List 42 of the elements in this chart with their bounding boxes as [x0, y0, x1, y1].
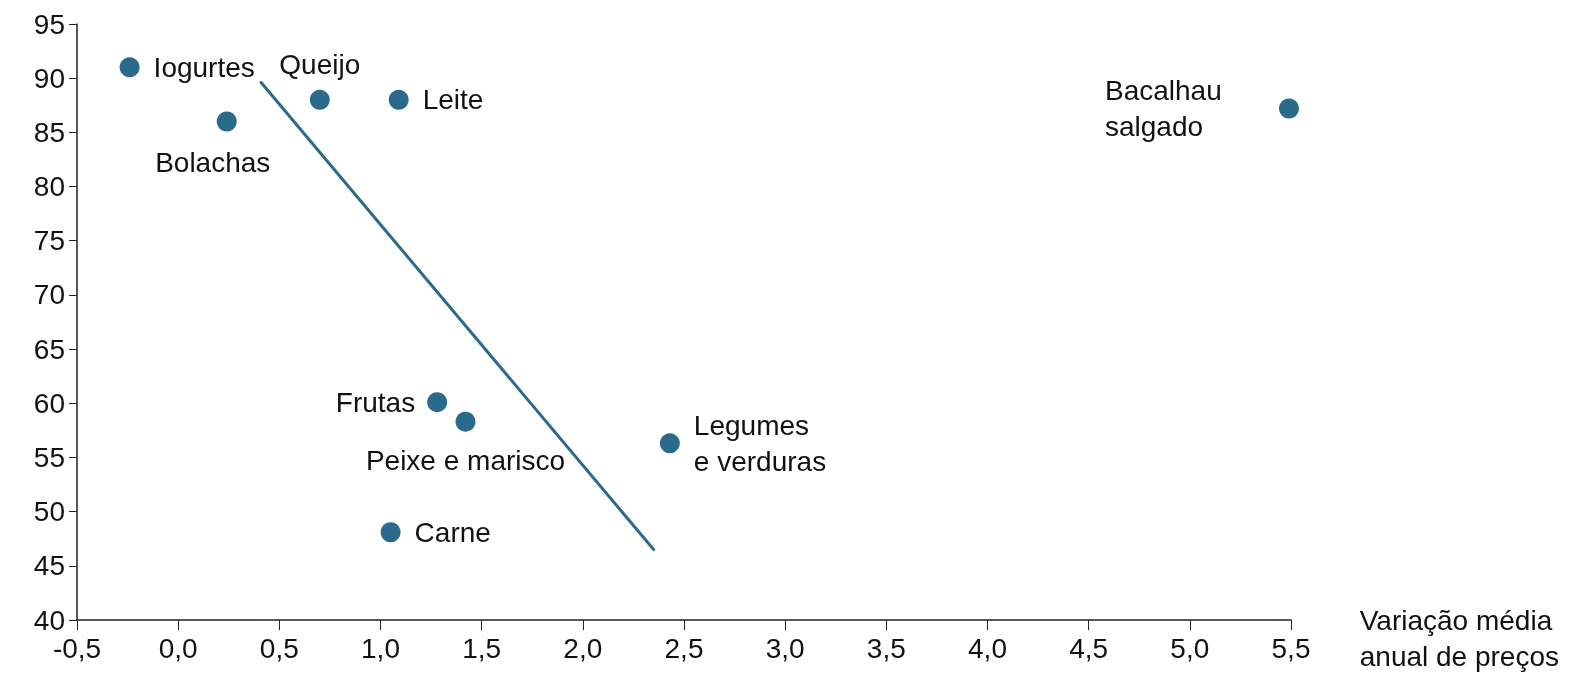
y-tick-label: 95 [33, 8, 65, 40]
x-tick-label: 4,5 [1069, 632, 1109, 664]
point [216, 111, 237, 132]
x-tick-label: 3,5 [866, 632, 906, 664]
y-tick-label: 85 [33, 116, 65, 148]
annotation: Legumes e verduras [693, 409, 827, 477]
y-tick-label: 45 [33, 550, 65, 582]
annotation: Frutas [335, 386, 416, 418]
annotation: Bacalhau salgado [1104, 75, 1222, 143]
point [309, 89, 330, 110]
x-tick-label: 1,5 [462, 632, 502, 664]
x-tick-label: 1,0 [361, 632, 400, 664]
y-tick-label: 90 [33, 62, 65, 94]
annotation: Carne [414, 516, 491, 548]
y-tick-label: 60 [33, 387, 65, 419]
annotation: Iogurtes [153, 51, 255, 83]
point [380, 522, 401, 543]
point [1279, 98, 1299, 119]
x-tick-label: 5,0 [1170, 632, 1210, 664]
y-tick-label: 50 [33, 496, 65, 528]
y-tick-label: 55 [33, 441, 65, 473]
x-tick-label: 0,5 [259, 632, 299, 664]
point [388, 89, 409, 110]
y-tick-label: 75 [33, 225, 65, 257]
x-tick-label: 5,5 [1271, 632, 1311, 664]
x-tick-label: 0,0 [158, 632, 198, 664]
y-tick-label: 70 [33, 279, 65, 311]
x-tick-label: 4,0 [968, 632, 1007, 664]
point [427, 392, 448, 413]
y-tick-label: 65 [33, 333, 65, 365]
annotation: Peixe e marisco [365, 445, 566, 477]
point [455, 411, 476, 432]
y-tick-label: 80 [33, 171, 65, 203]
point [119, 57, 140, 78]
annotation: Queijo [279, 49, 361, 81]
x-tick-label: 3,0 [765, 632, 805, 664]
annotation: Bolachas [155, 147, 271, 179]
point [659, 433, 680, 454]
x-tick-label: 2,0 [563, 632, 603, 664]
annotation: Leite [422, 84, 484, 116]
x-axis-title: Variação média anual de preços [1359, 604, 1560, 672]
x-tick-label: 2,5 [664, 632, 704, 664]
